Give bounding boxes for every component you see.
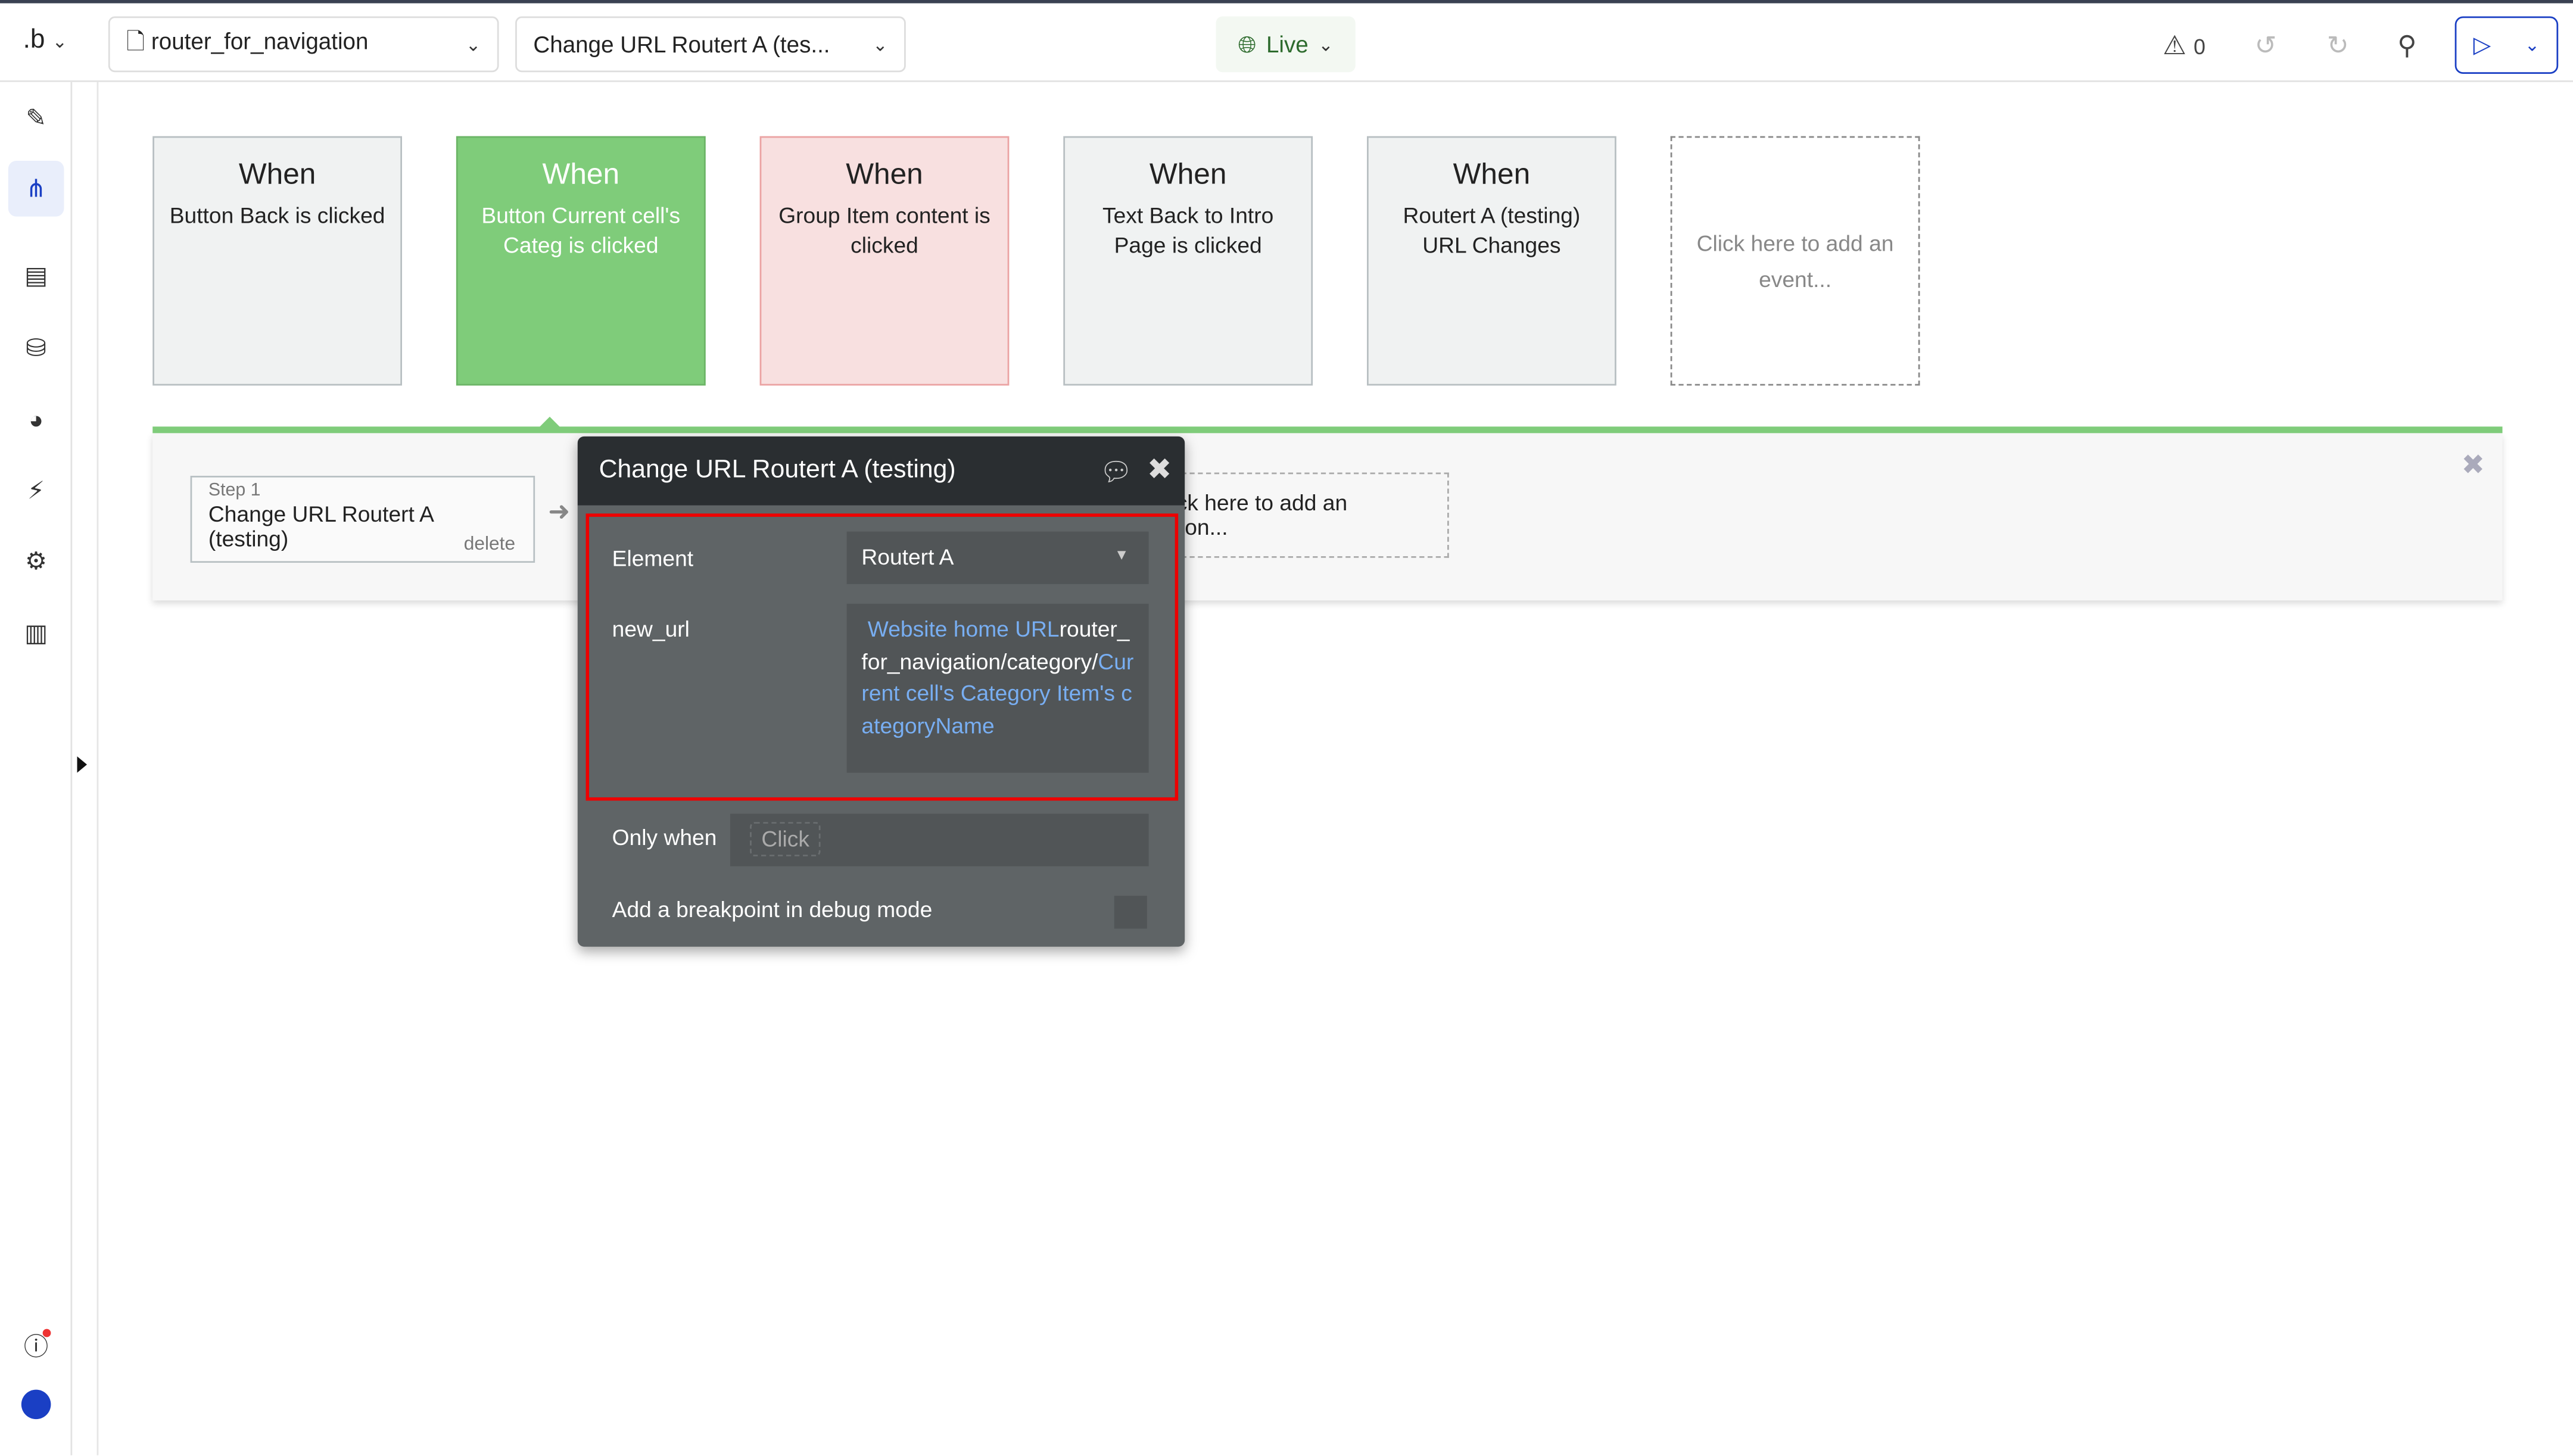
event-when: When	[238, 157, 316, 191]
notification-dot	[42, 1329, 51, 1337]
logo-text: .b	[23, 26, 45, 54]
window-top-border	[0, 0, 2573, 4]
event-when: When	[846, 157, 923, 191]
live-label: Live	[1266, 31, 1309, 58]
expand-panel-icon[interactable]	[77, 756, 88, 773]
static-text: router_for_navigation/category/	[861, 616, 1130, 674]
step-label: Step 1	[208, 481, 261, 501]
undo-icon[interactable]: ↺	[2254, 33, 2277, 61]
preview-button[interactable]: ▷ ⌄	[2454, 16, 2559, 74]
add-action-label: Click here to add an action...	[1150, 490, 1348, 540]
caret-down-icon: ▼	[1114, 546, 1129, 563]
new-url-input[interactable]: Website home URLrouter_for_navigation/ca…	[846, 603, 1149, 773]
only-when-placeholder: Click	[750, 822, 821, 857]
event-card-error[interactable]: When Group Item content is clicked	[759, 136, 1010, 386]
top-bar: .b ⌄ 🗋 router_for_navigation ⌄ Change URL…	[0, 3, 2573, 82]
bubble-logo[interactable]: .b ⌄	[23, 26, 67, 56]
page-select[interactable]: 🗋 router_for_navigation ⌄	[108, 16, 499, 73]
event-card[interactable]: When Routert A (testing) URL Changes	[1366, 136, 1616, 386]
selected-event-pointer	[538, 416, 562, 429]
selected-event-bar	[152, 426, 2503, 434]
analytics-icon[interactable]: ▥	[24, 620, 48, 649]
workflow-select[interactable]: Change URL Routert A (tes... ⌄	[515, 16, 906, 73]
event-card[interactable]: When Text Back to Intro Page is clicked	[1063, 136, 1313, 386]
only-when-input[interactable]: Click	[730, 813, 1149, 866]
redo-icon[interactable]: ↻	[2326, 33, 2349, 61]
avatar[interactable]	[21, 1389, 51, 1420]
play-icon: ▷	[2473, 31, 2491, 58]
dynamic-expression[interactable]: Website home URL	[867, 616, 1060, 642]
event-desc: Button Back is clicked	[169, 203, 385, 228]
plugin-icon[interactable]: ⚡︎	[27, 477, 45, 506]
element-label: Element	[612, 546, 694, 571]
popup-title: Change URL Routert A (testing)	[599, 456, 956, 484]
event-when: When	[1453, 157, 1531, 191]
new-url-label: new_url	[612, 616, 690, 642]
search-icon[interactable]: ⚲	[2397, 33, 2417, 61]
layout-icon[interactable]: ▤	[24, 262, 48, 291]
event-card-selected[interactable]: When Button Current cell's Categ is click…	[456, 136, 706, 386]
event-desc: Button Current cell's Categ is clicked	[481, 203, 681, 257]
warning-icon: ⚠	[2163, 33, 2186, 61]
issues-count: 0	[2194, 34, 2206, 60]
palette-icon[interactable]: ◕	[29, 406, 44, 434]
breakpoint-checkbox[interactable]	[1114, 896, 1147, 929]
popup-header: Change URL Routert A (testing)	[577, 436, 1185, 506]
sidebar: ✎ ⋔ ▤ ⛁ ◕ ⚡︎ ⚙ ▥ ⓘ	[0, 82, 73, 1455]
event-desc: Routert A (testing) URL Changes	[1403, 203, 1581, 257]
close-panel-icon[interactable]: ✖	[2461, 449, 2485, 481]
only-when-label: Only when	[612, 825, 717, 850]
highlight-box	[585, 513, 1179, 801]
event-card[interactable]: When Button Back is clicked	[152, 136, 402, 386]
database-icon[interactable]: ⛁	[26, 335, 46, 363]
element-select-value: Routert A	[861, 544, 954, 570]
action-properties-popup: Change URL Routert A (testing) 💬︎ ✖ Elem…	[577, 436, 1185, 947]
globe-icon: 🌐︎	[1238, 30, 1257, 57]
pencil-icon[interactable]: ✎	[26, 105, 46, 133]
dynamic-expression[interactable]: Current cell's Category Item's categoryN…	[861, 649, 1134, 739]
event-desc: Group Item content is clicked	[778, 203, 990, 257]
live-version-button[interactable]: 🌐︎ Live ⌄	[1216, 16, 1356, 73]
comment-icon[interactable]: 💬︎	[1099, 459, 1133, 488]
chevron-down-icon: ⌄	[465, 35, 481, 55]
chevron-down-icon: ⌄	[52, 33, 68, 53]
add-action-button[interactable]: Click here to add an action...	[1148, 472, 1449, 558]
close-icon[interactable]: ✖	[1147, 453, 1172, 486]
action-step[interactable]: Step 1 Change URL Routert A (testing) de…	[190, 475, 535, 563]
chevron-down-icon: ⌄	[2524, 36, 2540, 56]
help-icon[interactable]: ⓘ	[17, 1326, 56, 1365]
event-when: When	[1149, 157, 1227, 191]
page-icon: 🗋	[126, 27, 145, 54]
page-select-value: router_for_navigation	[151, 27, 369, 54]
event-desc: Text Back to Intro Page is clicked	[1102, 203, 1274, 257]
add-event-button[interactable]: Click here to add an event...	[1670, 136, 1920, 386]
delete-step-link[interactable]: delete	[463, 535, 516, 555]
arrow-right-icon: ➜	[548, 498, 571, 527]
issues-button[interactable]: ⚠ 0	[2163, 30, 2206, 63]
canvas-border	[96, 82, 99, 1455]
breakpoint-label: Add a breakpoint in debug mode	[612, 897, 933, 922]
element-select[interactable]: Routert A ▼	[846, 531, 1149, 584]
event-when: When	[542, 157, 620, 191]
chevron-down-icon: ⌄	[873, 35, 888, 55]
workflow-icon[interactable]: ⋔	[8, 160, 64, 217]
chevron-down-icon: ⌄	[1318, 35, 1334, 55]
step-title: Change URL Routert A (testing)	[208, 502, 433, 551]
workflow-select-value: Change URL Routert A (tes...	[533, 31, 830, 58]
actions-panel	[152, 433, 2503, 601]
settings-icon[interactable]: ⚙	[25, 548, 48, 576]
